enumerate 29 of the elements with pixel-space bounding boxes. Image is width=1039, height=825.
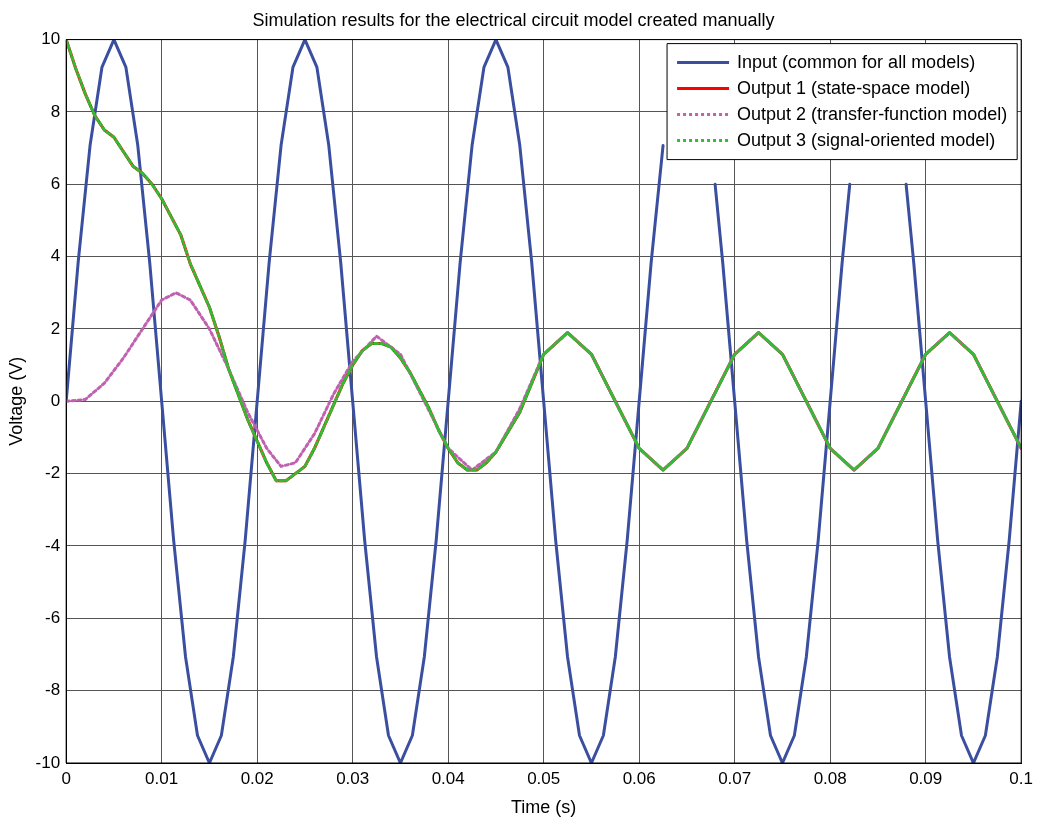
x-tick-label: 0.03	[336, 768, 370, 788]
chart-title: Simulation results for the electrical circuit model created manually	[252, 9, 775, 30]
x-tick-label: 0.04	[431, 768, 465, 788]
y-tick-label: 2	[50, 318, 61, 338]
y-tick-label: 10	[41, 29, 61, 49]
y-tick-label: -6	[45, 608, 61, 628]
y-tick-label: 8	[50, 101, 61, 121]
x-tick-label: 0.08	[813, 768, 847, 788]
legend-label: Input (common for all models)	[737, 51, 976, 72]
x-tick-label: 0.06	[622, 768, 656, 788]
x-tick-label: 0.05	[527, 768, 561, 788]
x-tick-label: 0.02	[240, 768, 274, 788]
x-axis-title: Time (s)	[511, 797, 577, 818]
y-tick-label: -2	[45, 463, 61, 483]
x-tick-label: 0.07	[718, 768, 752, 788]
line-series	[66, 291, 1022, 472]
x-tick-label: 0.09	[909, 768, 943, 788]
y-tick-label: 0	[50, 390, 61, 410]
y-tick-label: -8	[45, 680, 61, 700]
y-tick-label: -4	[45, 535, 61, 555]
x-tick-label: 0.01	[145, 768, 179, 788]
legend-label: Output 2 (transfer-function model)	[737, 103, 1008, 124]
y-tick-label: 4	[50, 246, 61, 266]
y-tick-label: -10	[35, 752, 61, 772]
y-tick-label: 6	[50, 173, 61, 193]
y-axis-title: Voltage (V)	[5, 356, 26, 446]
legend-label: Output 3 (signal-oriented model)	[737, 129, 996, 150]
legend-label: Output 1 (state-space model)	[737, 77, 971, 98]
x-tick-label: 0.1	[1009, 768, 1033, 788]
